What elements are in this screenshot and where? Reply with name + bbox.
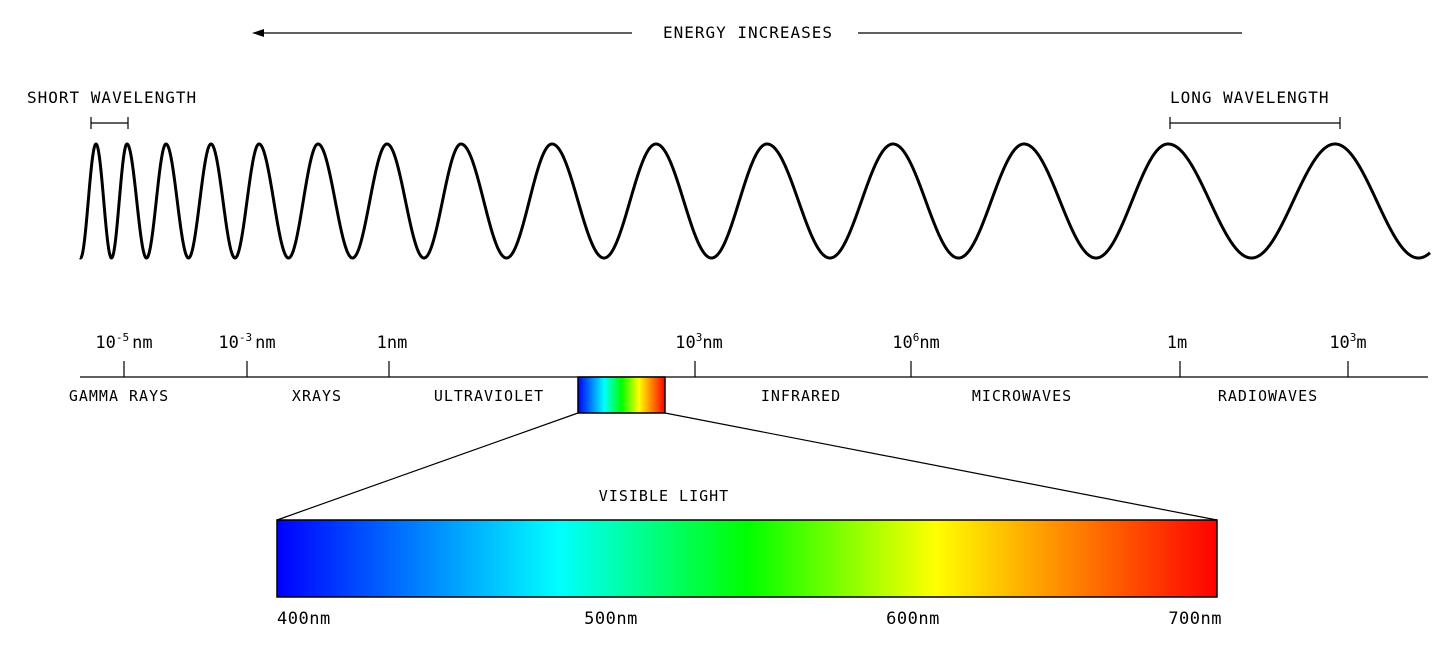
long-wavelength-label: LONG WAVELENGTH [1170, 88, 1330, 107]
visible-band-small [577, 376, 666, 414]
projection-line-left [276, 412, 579, 521]
scale-label-1m: 1m [1167, 333, 1187, 353]
band-labels: GAMMA RAYS XRAYS ULTRAVIOLET INFRARED MI… [69, 387, 1318, 405]
visible-spectrum-bar [276, 519, 1218, 598]
scale-label-1nm: 1nm [377, 333, 408, 353]
band-label-infrared: INFRARED [761, 387, 841, 405]
energy-arrow-head [252, 29, 264, 37]
scale-label-1e-3nm: 10-3 nm [218, 331, 275, 353]
long-wavelength-marker: LONG WAVELENGTH [1169, 88, 1341, 129]
visible-label-400nm: 400nm [277, 609, 331, 629]
spectrum-scale: 10-5 nm 10-3 nm 1nm 103nm 106nm 1m 103m [80, 331, 1428, 378]
wave-curve [78, 142, 1432, 260]
visible-label-700nm: 700nm [1168, 609, 1222, 629]
energy-label: ENERGY INCREASES [663, 23, 833, 42]
band-label-xrays: XRAYS [292, 387, 342, 405]
visible-label-500nm: 500nm [584, 609, 638, 629]
scale-label-1e3nm: 103nm [675, 331, 723, 353]
band-label-ultraviolet: ULTRAVIOLET [434, 387, 544, 405]
band-label-microwaves: MICROWAVES [972, 387, 1072, 405]
visible-label-600nm: 600nm [886, 609, 940, 629]
visible-light-title: VISIBLE LIGHT [599, 487, 729, 505]
band-label-gamma-rays: GAMMA RAYS [69, 387, 169, 405]
projection-line-right [664, 412, 1218, 521]
scale-label-1e3m: 103m [1329, 331, 1366, 353]
band-label-radiowaves: RADIOWAVES [1218, 387, 1318, 405]
visible-wavelength-labels: 400nm 500nm 600nm 700nm [277, 609, 1222, 629]
energy-arrow: ENERGY INCREASES [252, 23, 1242, 42]
scale-label-1e6nm: 106nm [892, 331, 940, 353]
scale-label-1e-5nm: 10-5 nm [95, 331, 152, 353]
short-wavelength-marker: SHORT WAVELENGTH [27, 88, 197, 129]
short-wavelength-label: SHORT WAVELENGTH [27, 88, 197, 107]
